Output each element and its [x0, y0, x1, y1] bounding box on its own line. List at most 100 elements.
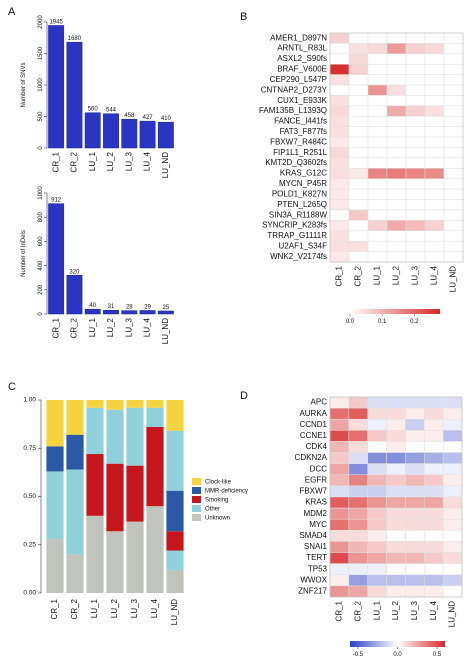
stacked-segment [146, 407, 164, 428]
bar-value-label: 544 [106, 108, 117, 114]
heatmap-cell [442, 541, 463, 553]
heatmap-cell [367, 396, 387, 409]
row-label: KRAS_G12C [280, 169, 327, 178]
heatmap-cell [405, 105, 426, 117]
row-label: ARNTL_R83L [277, 44, 327, 53]
heatmap-cell [348, 43, 369, 55]
row-label: SMAD4 [299, 531, 327, 540]
row-label: MYCN_P45R [279, 179, 327, 188]
bar-value-label: 25 [163, 305, 170, 311]
row-label: FANCE_I441fs [274, 117, 327, 126]
stacked-segment [166, 569, 184, 593]
heatmap-cell [386, 32, 407, 44]
y-tick-label: 0.50 [23, 493, 36, 500]
stacked-segment [66, 469, 84, 555]
row-label: FIP1L1_R251L [273, 148, 327, 157]
bar [139, 310, 156, 315]
row-label: ZNF217 [298, 587, 327, 596]
heatmap-cell [405, 518, 425, 531]
heatmap-cell [329, 552, 350, 564]
heatmap-cell [405, 474, 425, 487]
heatmap-cell [386, 230, 407, 242]
heatmap-cell [405, 136, 426, 148]
heatmap-cell [386, 43, 407, 55]
stacked-segment [126, 407, 144, 466]
stacked-segment [86, 407, 104, 455]
heatmap-cell [443, 157, 464, 169]
heatmap-cell [405, 74, 426, 86]
heatmap-cell [348, 147, 369, 159]
column-label: LU_3 [410, 600, 419, 620]
heatmap-cell [443, 230, 464, 242]
bar-value-label: 29 [144, 304, 151, 310]
x-tick-label: CR_2 [70, 317, 79, 338]
heatmap-cell [405, 496, 425, 509]
heatmap-cell [443, 220, 464, 232]
heatmap-cell [386, 157, 407, 169]
heatmap-cell [443, 95, 464, 107]
heatmap-cell [367, 474, 387, 487]
heatmap-cell [348, 518, 368, 531]
heatmap-cell [405, 430, 425, 442]
heatmap-cell [348, 32, 369, 44]
heatmap-cell [348, 209, 369, 221]
heatmap-cell [424, 474, 444, 487]
heatmap-cell [405, 84, 426, 96]
heatmap-cell [442, 585, 463, 598]
heatmap-cell [386, 251, 407, 263]
heatmap-cell [424, 105, 445, 117]
heatmap-cell [329, 95, 350, 107]
heatmap-cell [329, 463, 350, 476]
row-label: CNTNAP2_D273Y [261, 85, 328, 94]
heatmap-cell [367, 43, 388, 55]
x-tick-label: CR_1 [51, 317, 60, 338]
row-label: CDK4 [306, 442, 328, 451]
row-label: WWOX [300, 575, 327, 584]
heatmap-cell [443, 126, 464, 138]
heatmap-cell [424, 63, 445, 75]
heatmap-cell [405, 574, 425, 587]
heatmap-cell [367, 74, 388, 86]
heatmap-cell [424, 43, 445, 55]
heatmap-cell [424, 396, 444, 409]
heatmap-cell [424, 32, 445, 44]
heatmap-cell [386, 463, 406, 476]
heatmap-cell [329, 496, 350, 509]
legend-label: Unknown [205, 516, 230, 522]
y-tick-label: 500 [38, 111, 44, 122]
stacked-segment [166, 550, 184, 570]
bar [157, 310, 174, 315]
heatmap-cell [443, 251, 464, 263]
heatmap-cell [367, 452, 387, 464]
x-tick-label: CR_2 [70, 151, 79, 172]
heatmap-cell [405, 116, 426, 127]
y-tick-label: 400 [38, 260, 44, 271]
bar [139, 120, 156, 149]
heatmap-cell [443, 199, 464, 211]
heatmap-cell [329, 168, 350, 179]
heatmap-cell [442, 574, 463, 587]
x-tick-label: LU_4 [150, 598, 159, 618]
bar-value-label: 320 [69, 269, 80, 275]
panel-letter-d: D [240, 390, 248, 402]
heatmap-cell [348, 230, 369, 242]
heatmap-cell [329, 441, 350, 453]
y-tick-label: 800 [38, 212, 44, 223]
heatmap-cell [424, 541, 444, 553]
row-label: BRAF_V600E [277, 65, 327, 74]
heatmap-cell [442, 552, 463, 564]
row-label: TP53 [308, 564, 328, 573]
row-label: KRAS [305, 498, 327, 507]
heatmap-cell [386, 518, 406, 531]
heatmap-cell [386, 147, 407, 159]
heatmap-cell [443, 105, 464, 117]
heatmap-cell [405, 452, 425, 464]
row-label: CUX1_E933K [277, 96, 327, 105]
x-tick-label: LU_4 [143, 151, 152, 171]
heatmap-cell [367, 147, 388, 159]
bar [48, 203, 65, 315]
heatmap-cell [329, 157, 350, 169]
heatmap-cell [424, 188, 445, 200]
heatmap-cell [405, 220, 426, 232]
stacked-segment [86, 454, 104, 516]
